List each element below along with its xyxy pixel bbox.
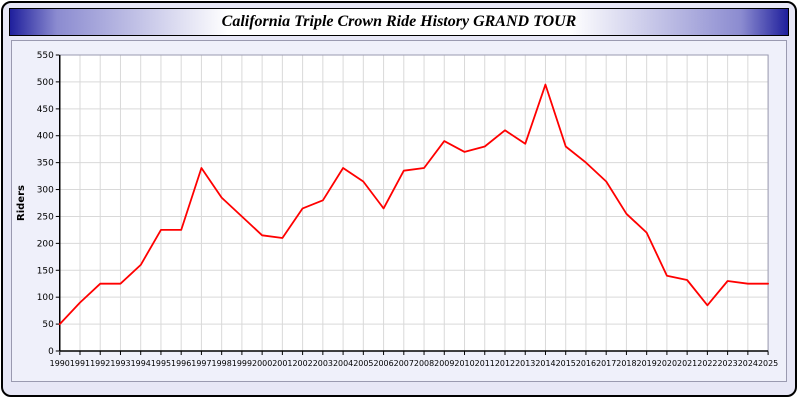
- svg-text:1992: 1992: [90, 359, 110, 368]
- svg-text:1994: 1994: [131, 359, 151, 368]
- svg-text:350: 350: [37, 159, 54, 169]
- svg-text:2005: 2005: [353, 359, 373, 368]
- svg-text:2000: 2000: [252, 359, 272, 368]
- svg-text:500: 500: [37, 78, 54, 88]
- svg-text:2022: 2022: [697, 359, 717, 368]
- svg-text:200: 200: [37, 239, 54, 249]
- svg-text:1998: 1998: [212, 359, 232, 368]
- svg-text:2008: 2008: [414, 359, 434, 368]
- svg-text:150: 150: [37, 266, 54, 276]
- svg-text:2023: 2023: [718, 359, 738, 368]
- svg-text:2013: 2013: [515, 359, 535, 368]
- svg-text:2009: 2009: [434, 359, 454, 368]
- svg-text:2018: 2018: [616, 359, 636, 368]
- svg-text:2017: 2017: [596, 359, 616, 368]
- chart-title: California Triple Crown Ride History GRA…: [221, 13, 577, 30]
- chart-panel: 0 50 100 150 200 250 300 350 400 450 500 550 1990 199…: [11, 40, 787, 382]
- svg-text:100: 100: [37, 293, 54, 303]
- svg-text:1999: 1999: [232, 359, 252, 368]
- svg-text:2016: 2016: [576, 359, 596, 368]
- svg-text:2007: 2007: [394, 359, 414, 368]
- svg-text:400: 400: [37, 132, 54, 142]
- svg-text:2025: 2025: [758, 359, 778, 368]
- svg-text:2006: 2006: [373, 359, 393, 368]
- svg-text:2021: 2021: [677, 359, 697, 368]
- svg-text:2012: 2012: [495, 359, 515, 368]
- svg-text:Riders: Riders: [16, 185, 27, 221]
- svg-text:2002: 2002: [292, 359, 312, 368]
- svg-text:2019: 2019: [637, 359, 657, 368]
- svg-text:450: 450: [37, 105, 54, 115]
- svg-text:1990: 1990: [50, 359, 70, 368]
- svg-text:550: 550: [37, 51, 54, 61]
- svg-text:2024: 2024: [738, 359, 758, 368]
- svg-text:2001: 2001: [272, 359, 292, 368]
- svg-text:2020: 2020: [657, 359, 677, 368]
- svg-text:2015: 2015: [556, 359, 576, 368]
- svg-text:2010: 2010: [454, 359, 474, 368]
- svg-text:1993: 1993: [110, 359, 130, 368]
- svg-text:300: 300: [37, 186, 54, 196]
- svg-text:2003: 2003: [313, 359, 333, 368]
- svg-text:2014: 2014: [535, 359, 555, 368]
- svg-text:1991: 1991: [70, 359, 90, 368]
- svg-text:1995: 1995: [151, 359, 171, 368]
- svg-text:2011: 2011: [475, 359, 495, 368]
- svg-text:50: 50: [42, 320, 54, 330]
- svg-text:2004: 2004: [333, 359, 353, 368]
- svg-text:250: 250: [37, 212, 54, 222]
- svg-text:0: 0: [48, 347, 54, 357]
- svg-text:1997: 1997: [191, 359, 211, 368]
- svg-text:1996: 1996: [171, 359, 191, 368]
- chart-title-bar: California Triple Crown Ride History GRA…: [9, 8, 789, 36]
